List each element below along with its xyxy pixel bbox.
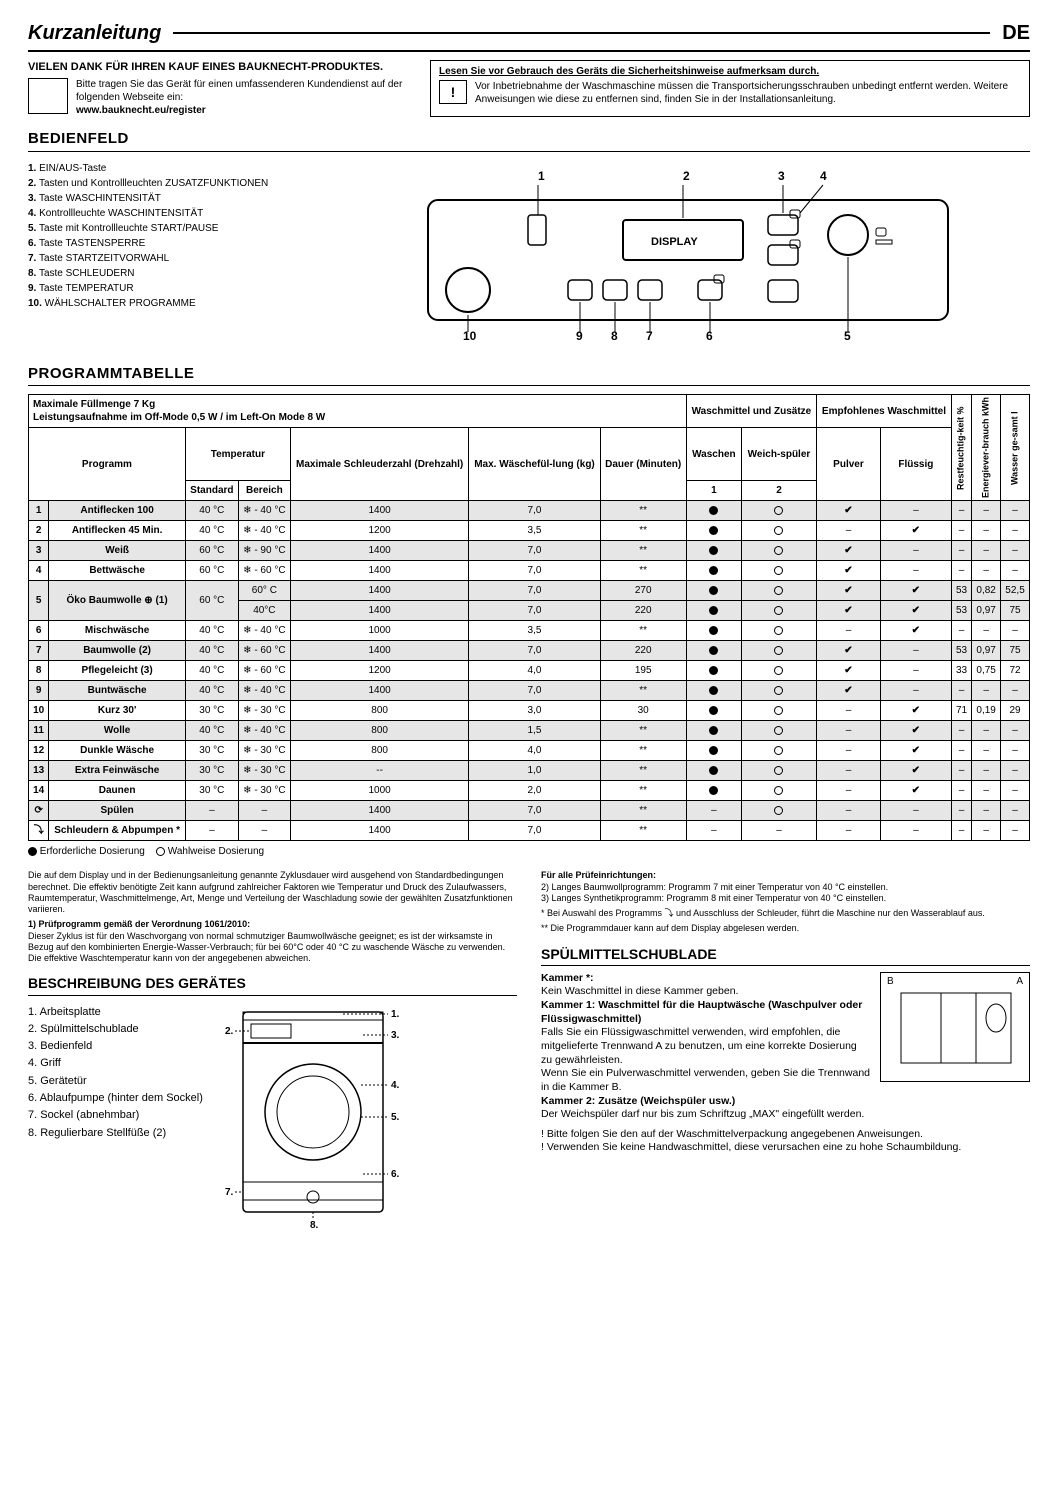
- safety-body: Vor Inbetriebnahme der Waschmaschine müs…: [475, 80, 1021, 106]
- svg-text:1.: 1.: [391, 1009, 400, 1020]
- test-inst-heading: Für alle Prüfeinrichtungen:: [541, 870, 656, 880]
- footnote-star2: ** Die Programmdauer kann auf dem Displa…: [541, 923, 1030, 934]
- program-row: 14Daunen30 °C❄ - 30 °C10002,0**––––: [29, 781, 1030, 801]
- test-prog-body: Dieser Zyklus ist für den Waschvorgang v…: [28, 931, 505, 964]
- control-panel-diagram: 1 10 DISPLAY 2 9 8 7 6 3 4: [408, 160, 1030, 354]
- test-inst-2: 2) Langes Baumwollprogramm: Programm 7 m…: [541, 882, 888, 892]
- section-programs: PROGRAMMTABELLE: [28, 364, 1030, 387]
- svg-text:1: 1: [538, 169, 545, 183]
- drawer-warn1: ! Bitte folgen Sie den auf der Waschmitt…: [541, 1128, 1030, 1142]
- panel-item: 10. WÄHLSCHALTER PROGRAMME: [28, 297, 388, 310]
- register-icon: [28, 78, 68, 114]
- machine-part-item: 8. Regulierbare Stellfüße (2): [28, 1126, 203, 1140]
- page-header: Kurzanleitung DE: [28, 20, 1030, 52]
- program-table: Maximale Füllmenge 7 KgLeistungsaufnahme…: [28, 394, 1030, 841]
- program-row: 9Buntwäsche40 °C❄ - 40 °C14007,0**––––: [29, 681, 1030, 701]
- svg-text:4: 4: [820, 169, 827, 183]
- panel-item: 8. Taste SCHLEUDERN: [28, 267, 388, 280]
- table-legend: Erforderliche Dosierung Wahlweise Dosier…: [28, 845, 1030, 858]
- drawer-diagram: B A: [880, 972, 1030, 1082]
- language-badge: DE: [1002, 20, 1030, 46]
- machine-part-item: 7. Sockel (abnehmbar): [28, 1108, 203, 1122]
- program-row: 8Pflegeleicht (3)40 °C❄ - 60 °C12004,019…: [29, 661, 1030, 681]
- doc-title: Kurzanleitung: [28, 20, 161, 46]
- svg-text:8.: 8.: [310, 1220, 319, 1231]
- section-panel: BEDIENFELD: [28, 129, 1030, 152]
- svg-text:3: 3: [778, 169, 785, 183]
- chamber2-h: Kammer 2: Zusätze (Weichspüler usw.): [541, 1095, 735, 1107]
- panel-item: 5. Taste mit Kontrollleuchte START/PAUSE: [28, 222, 388, 235]
- svg-text:2: 2: [683, 169, 690, 183]
- program-row: 2Antiflecken 45 Min.40 °C❄ - 40 °C12003,…: [29, 521, 1030, 541]
- machine-part-item: 1. Arbeitsplatte: [28, 1005, 203, 1019]
- panel-item: 9. Taste TEMPERATUR: [28, 282, 388, 295]
- machine-part-item: 5. Gerätetür: [28, 1074, 203, 1088]
- display-label: DISPLAY: [651, 236, 698, 248]
- cycle-note: Die auf dem Display und in der Bedienung…: [28, 870, 517, 915]
- register-text: Bitte tragen Sie das Gerät für einen umf…: [76, 79, 402, 103]
- program-row: 4Bettwäsche60 °C❄ - 60 °C14007,0**––––: [29, 561, 1030, 581]
- machine-parts-list: 1. Arbeitsplatte 2. Spülmittelschublade 3.…: [28, 1002, 203, 1236]
- svg-text:10: 10: [463, 329, 477, 343]
- svg-text:5.: 5.: [391, 1112, 400, 1123]
- svg-text:7.: 7.: [225, 1187, 234, 1198]
- test-inst-3: 3) Langes Synthetikprogramm: Programm 8 …: [541, 893, 886, 903]
- program-row: 6Mischwäsche40 °C❄ - 40 °C10003,5**––––: [29, 621, 1030, 641]
- program-row: 13Extra Feinwäsche30 °C❄ - 30 °C--1,0**–…: [29, 761, 1030, 781]
- machine-part-item: 3. Bedienfeld: [28, 1039, 203, 1053]
- program-row: 11Wolle40 °C❄ - 40 °C8001,5**––––: [29, 721, 1030, 741]
- chamber1-h: Kammer 1: Waschmittel für die Hauptwäsch…: [541, 999, 862, 1025]
- panel-item: 1. EIN/AUS-Taste: [28, 162, 388, 175]
- svg-text:2.: 2.: [225, 1026, 234, 1037]
- machine-part-item: 6. Ablaufpumpe (hinter dem Sockel): [28, 1091, 203, 1105]
- drawer-warn2: ! Verwenden Sie keine Handwaschmittel, d…: [541, 1141, 1030, 1155]
- program-row: 3Weiß60 °C❄ - 90 °C14007,0**––––: [29, 541, 1030, 561]
- program-row: 12Dunkle Wäsche30 °C❄ - 30 °C8004,0**–––…: [29, 741, 1030, 761]
- panel-item: 2. Tasten und Kontrollleuchten ZUSATZFUN…: [28, 177, 388, 190]
- program-row: 7Baumwolle (2)40 °C❄ - 60 °C14007,0220–5…: [29, 641, 1030, 661]
- register-url: www.bauknecht.eu/register: [76, 105, 206, 116]
- panel-item: 7. Taste STARTZEITVORWAHL: [28, 252, 388, 265]
- program-row: 5Öko Baumwolle ⊕ (1)60 °C60° C14007,0270…: [29, 581, 1030, 601]
- footnote-star1: * Bei Auswahl des Programms ⤵ und Aussch…: [541, 908, 1030, 919]
- machine-part-item: 4. Griff: [28, 1056, 203, 1070]
- panel-item: 3. Taste WASCHINTENSITÄT: [28, 192, 388, 205]
- svg-text:3.: 3.: [391, 1030, 400, 1041]
- warning-icon: !: [439, 80, 467, 104]
- chamber1-b2: Wenn Sie ein Pulverwaschmittel verwenden…: [541, 1067, 870, 1093]
- intro-row: VIELEN DANK FÜR IHREN KAUF EINES BAUKNEC…: [28, 60, 1030, 117]
- safety-box: Lesen Sie vor Gebrauch des Geräts die Si…: [430, 60, 1030, 117]
- program-row: ⤵Schleudern & Abpumpen *––14007,0**–––––…: [29, 821, 1030, 841]
- section-drawer: SPÜLMITTELSCHUBLADE: [541, 945, 1030, 966]
- machine-part-item: 2. Spülmittelschublade: [28, 1022, 203, 1036]
- program-row: 10Kurz 30'30 °C❄ - 30 °C8003,030–710,192…: [29, 701, 1030, 721]
- panel-item: 6. Taste TASTENSPERRE: [28, 237, 388, 250]
- chamber-star-b: Kein Waschmittel in diese Kammer geben.: [541, 985, 738, 997]
- svg-text:6.: 6.: [391, 1169, 400, 1180]
- program-row: 1Antiflecken 10040 °C❄ - 40 °C14007,0**–…: [29, 501, 1030, 521]
- safety-title: Lesen Sie vor Gebrauch des Geräts die Si…: [439, 65, 1021, 78]
- test-prog-heading: 1) Prüfprogramm gemäß der Verordnung 106…: [28, 919, 250, 929]
- chamber1-b: Falls Sie ein Flüssigwaschmittel verwend…: [541, 1026, 857, 1065]
- machine-diagram: 1. 2. 3. 4. 5. 6. 7. 8.: [213, 1002, 393, 1236]
- chamber2-b: Der Weichspüler darf nur bis zum Schrift…: [541, 1108, 864, 1120]
- panel-legend-list: 1. EIN/AUS-Taste 2. Tasten und Kontrollle…: [28, 160, 388, 354]
- program-row: ⟳Spülen––14007,0**––––––: [29, 801, 1030, 821]
- thanks-heading: VIELEN DANK FÜR IHREN KAUF EINES BAUKNEC…: [28, 60, 418, 74]
- panel-item: 4. Kontrollleuchte WASCHINTENSITÄT: [28, 207, 388, 220]
- svg-text:4.: 4.: [391, 1080, 400, 1091]
- section-description: BESCHREIBUNG DES GERÄTES: [28, 974, 517, 995]
- chamber-star-h: Kammer *:: [541, 972, 594, 984]
